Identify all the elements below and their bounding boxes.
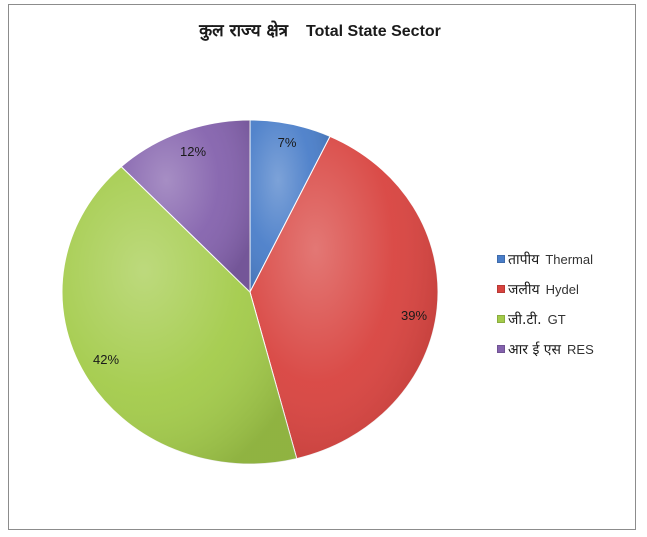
legend-label-english: RES: [567, 341, 594, 357]
legend: तापीय Thermal जलीय Hydel जी.टी. GT आर ई …: [497, 244, 594, 364]
pie-slices: [61, 119, 439, 465]
legend-label-hindi: जलीय: [508, 281, 540, 298]
chart-title-english: Total State Sector: [306, 23, 441, 40]
legend-label-hindi: आर ई एस: [508, 341, 562, 358]
legend-swatch-res: [497, 345, 505, 353]
legend-item-res: आर ई एस RES: [497, 334, 594, 364]
legend-label-english: Thermal: [545, 251, 593, 267]
pie-slice-shading-hydel: [250, 136, 438, 459]
chart-title-hindi: कुल राज्य क्षेत्र: [199, 21, 289, 41]
legend-label-hindi: जी.टी.: [508, 311, 542, 328]
legend-item-hydel: जलीय Hydel: [497, 274, 594, 304]
pie-slice-shading-res: [121, 120, 250, 292]
legend-label-english: Hydel: [545, 281, 579, 297]
legend-swatch-hydel: [497, 285, 505, 293]
pie-label-res: 12%: [180, 144, 206, 159]
pie-label-gt: 42%: [93, 352, 119, 367]
chart-title: कुल राज्य क्षेत्र Total State Sector: [0, 18, 640, 41]
legend-swatch-gt: [497, 315, 505, 323]
legend-item-thermal: तापीय Thermal: [497, 244, 594, 274]
legend-item-gt: जी.टी. GT: [497, 304, 594, 334]
pie-label-hydel: 39%: [401, 308, 427, 323]
pie-label-thermal: 7%: [278, 135, 297, 150]
pie-slice-shading-thermal: [250, 120, 331, 292]
legend-label-hindi: तापीय: [508, 251, 540, 268]
legend-swatch-thermal: [497, 255, 505, 263]
legend-label-english: GT: [547, 311, 566, 327]
pie-labels: 7% 39% 42% 12%: [93, 135, 427, 367]
pie-slice-shading-gt: [62, 166, 297, 464]
